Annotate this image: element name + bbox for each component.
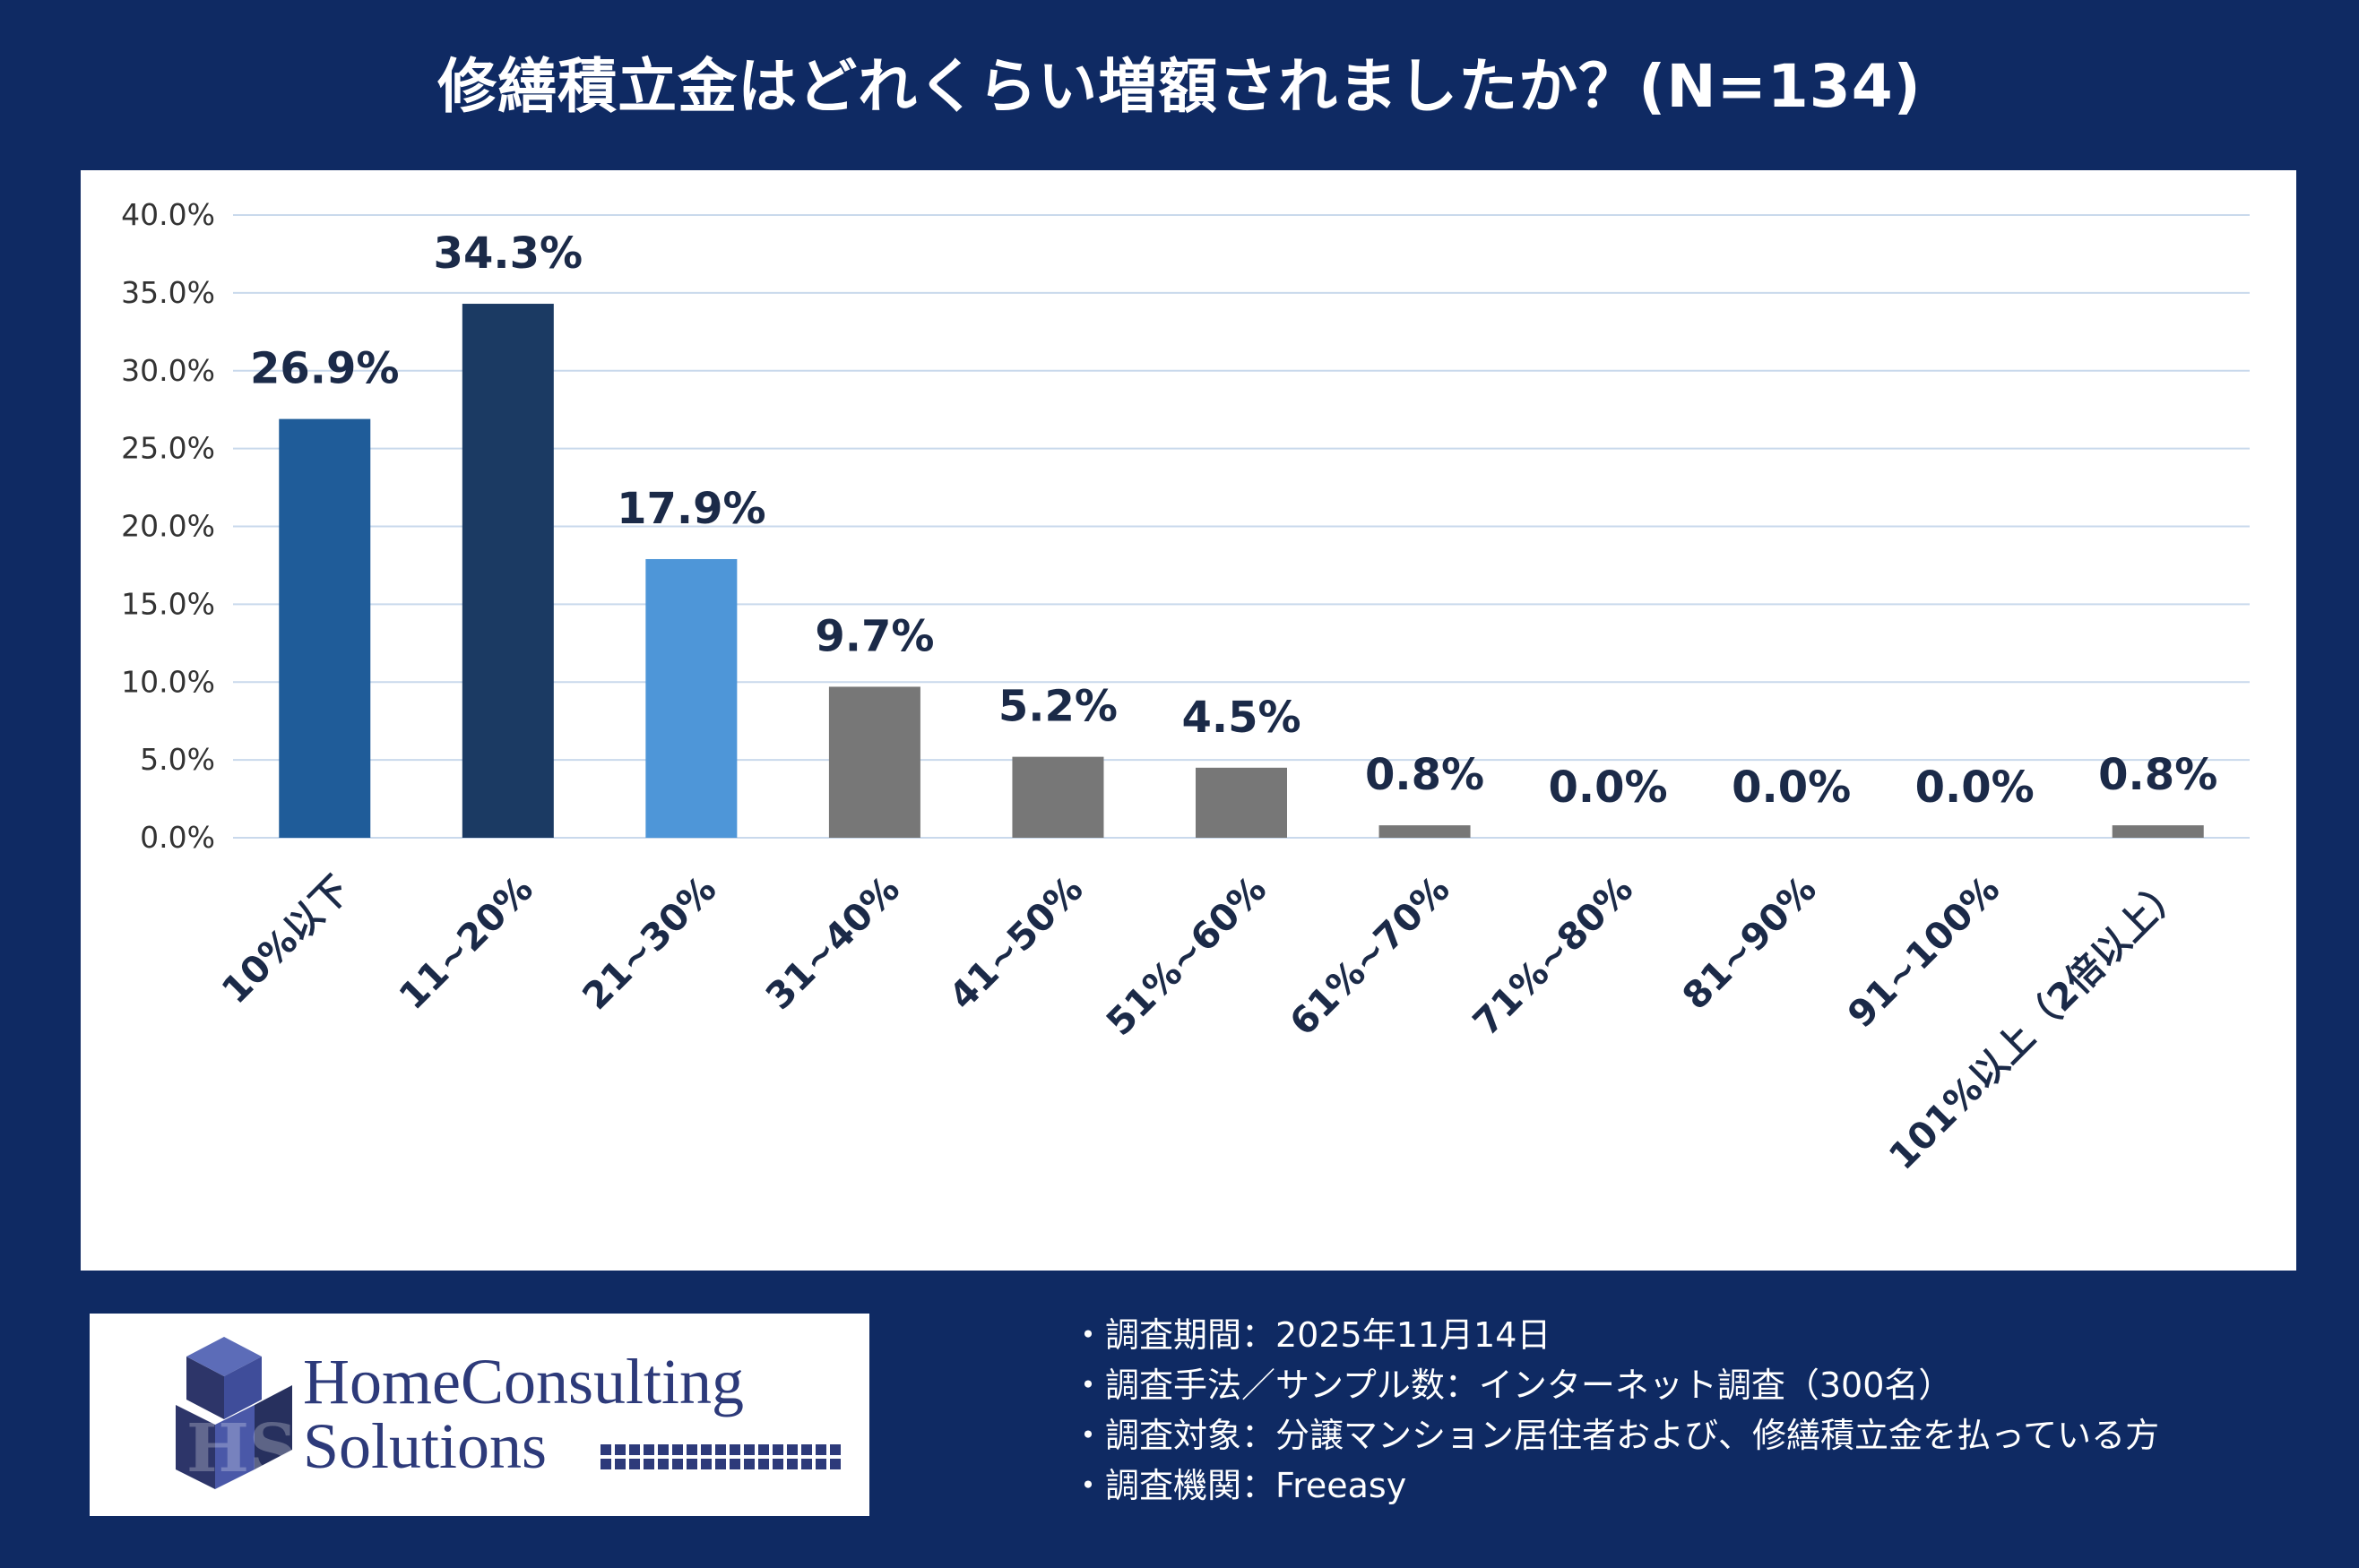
- x-category-label: 41~50%: [941, 867, 1092, 1018]
- bar: [2112, 825, 2204, 838]
- bar-chart: 0.0% 5.0% 10.0% 15.0% 20.0% 25.0% 30.0% 35.0% 40…: [121, 197, 2250, 1178]
- y-tick-label: 15.0%: [121, 586, 215, 621]
- data-label: 9.7%: [815, 611, 934, 661]
- x-category-label: 51%~60%: [1098, 867, 1275, 1044]
- y-tick-label: 25.0%: [121, 431, 215, 466]
- note-survey-agency: ・調査機関：Freeasy: [1071, 1466, 1407, 1505]
- y-tick-label: 30.0%: [121, 353, 215, 388]
- bar: [1378, 825, 1471, 838]
- x-category-label: 10%以下: [213, 867, 358, 1012]
- note-survey-period: ・調査期間：2025年11月14日: [1071, 1315, 1551, 1355]
- x-category-label: 101%以上（2倍以上）: [1880, 867, 2191, 1178]
- note-survey-target: ・調査対象：分譲マンション居住者および、修繕積立金を払っている方: [1071, 1416, 2160, 1455]
- bar: [645, 558, 738, 838]
- y-tick-label: 10.0%: [121, 664, 215, 699]
- x-category-label: 71%~80%: [1465, 867, 1641, 1044]
- y-tick-label: 20.0%: [121, 509, 215, 544]
- data-label: 4.5%: [1181, 693, 1300, 743]
- x-category-label: 21~30%: [574, 867, 724, 1018]
- data-label: 0.8%: [2098, 750, 2217, 800]
- survey-notes: ・調査期間：2025年11月14日 ・調査手法／サンプル数：インターネット調査（…: [1071, 1310, 2344, 1511]
- data-label: 0.0%: [1732, 762, 1851, 813]
- x-category-label: 11~20%: [391, 867, 541, 1018]
- x-category-label: 61%~70%: [1282, 867, 1458, 1044]
- data-label: 34.3%: [434, 228, 583, 279]
- bar: [279, 418, 371, 838]
- y-tick-label: 5.0%: [140, 742, 215, 777]
- company-logo: HS HomeConsulting Solutions: [90, 1314, 869, 1516]
- logo-line1: HomeConsulting: [303, 1346, 744, 1417]
- x-category-label: 91~100%: [1839, 867, 2008, 1036]
- chart-panel: 0.0% 5.0% 10.0% 15.0% 20.0% 25.0% 30.0% 35.0% 40…: [81, 170, 2296, 1271]
- hs-monogram-icon: HS: [176, 1337, 297, 1489]
- x-category-label: 81~90%: [1674, 867, 1825, 1018]
- data-label: 5.2%: [998, 682, 1118, 732]
- y-tick-label: 0.0%: [140, 820, 215, 855]
- chart-title: 修繕積立金はどれくらい増額されましたか？(N=134): [437, 52, 1922, 121]
- logo-monogram-text: HS: [186, 1410, 297, 1487]
- data-label: 17.9%: [617, 484, 766, 534]
- data-label: 26.9%: [250, 344, 400, 394]
- data-label: 0.0%: [1549, 762, 1668, 813]
- data-label: 0.8%: [1365, 750, 1484, 800]
- logo-line2: Solutions: [303, 1410, 547, 1482]
- bar: [1012, 756, 1104, 838]
- x-category-label: 31~40%: [757, 867, 908, 1018]
- y-tick-label: 40.0%: [121, 197, 215, 232]
- bar: [1196, 767, 1287, 838]
- data-label: 0.0%: [1915, 762, 2035, 813]
- logo-pattern-icon: [601, 1444, 841, 1469]
- note-survey-method: ・調査手法／サンプル数：インターネット調査（300名）: [1071, 1366, 1953, 1405]
- bar: [462, 304, 554, 839]
- y-tick-label: 35.0%: [121, 275, 215, 310]
- bar: [828, 686, 920, 838]
